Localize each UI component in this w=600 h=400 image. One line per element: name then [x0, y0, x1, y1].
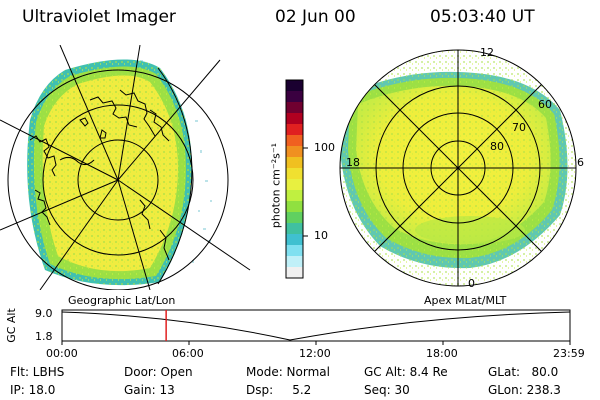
mlt-6-label: 6 — [577, 156, 584, 169]
date-label: 02 Jun 00 — [275, 7, 356, 27]
colorbar-segment — [286, 102, 303, 114]
glat-info: GLat: 80.0 — [488, 365, 559, 379]
alt-ymax-label: 9.0 — [35, 307, 53, 320]
altitude-ticks — [61, 341, 571, 345]
colorbar-label-10: 10 — [314, 229, 328, 242]
colorbar-segment — [286, 234, 303, 246]
dsp-info: Dsp: 5.2 — [246, 383, 312, 397]
lat-60-label: 60 — [538, 98, 552, 111]
colorbar-segment — [286, 245, 303, 257]
app-title: Ultraviolet Imager — [22, 7, 176, 27]
colorbar-segment — [286, 256, 303, 268]
time-label: 05:03:40 UT — [430, 7, 535, 27]
colorbar-segment — [286, 80, 303, 92]
door-info: Door: Open — [124, 365, 193, 379]
colorbar-frame — [285, 79, 304, 279]
gain-info: Gain: 13 — [124, 383, 175, 397]
gcalt-info: GC Alt: 8.4 Re — [364, 365, 448, 379]
lat-80-label: 80 — [490, 140, 504, 153]
x-tick-2: 12:00 — [299, 347, 331, 360]
gc-alt-axis-label: GC Alt — [4, 308, 18, 343]
colorbar-segment — [286, 267, 303, 279]
x-tick-3: 18:00 — [426, 347, 458, 360]
seq-info: Seq: 30 — [364, 383, 410, 397]
mode-info: Mode: Normal — [246, 365, 330, 379]
glon-info: GLon: 238.3 — [488, 383, 561, 397]
altitude-plot — [61, 309, 571, 345]
colorbar-label-100: 100 — [314, 141, 335, 154]
mlt-18-label: 18 — [346, 156, 360, 169]
colorbar-segment — [286, 168, 303, 180]
ip-info: IP: 18.0 — [10, 383, 56, 397]
flt-info: Flt: LBHS — [10, 365, 65, 379]
colorbar-segment — [286, 91, 303, 103]
geo-panel-label: Geographic Lat/Lon — [68, 294, 176, 307]
colorbar — [286, 80, 303, 279]
colorbar-segment — [286, 146, 303, 158]
altitude-plot-frame — [61, 309, 571, 342]
mlt-0-label: 0 — [468, 277, 475, 290]
alt-ymin-label: 1.8 — [35, 330, 53, 343]
geographic-panel — [0, 45, 251, 290]
lat-70-label: 70 — [512, 121, 526, 134]
x-tick-4: 23:59 — [553, 347, 585, 360]
colorbar-segment — [286, 190, 303, 202]
colorbar-segment — [286, 212, 303, 224]
colorbar-segment — [286, 223, 303, 235]
apex-panel — [339, 49, 577, 287]
coastline — [29, 89, 170, 261]
colorbar-segment — [286, 179, 303, 191]
colorbar-segment — [286, 113, 303, 125]
x-tick-0: 00:00 — [46, 347, 78, 360]
colorbar-segment — [286, 157, 303, 169]
colorbar-segment — [286, 135, 303, 147]
colorbar-segment — [286, 201, 303, 213]
colorbar-unit-label: photon cm⁻²s⁻¹ — [269, 142, 283, 229]
altitude-curve — [61, 311, 571, 341]
x-tick-1: 06:00 — [172, 347, 204, 360]
colorbar-segment — [286, 124, 303, 136]
apex-panel-label: Apex MLat/MLT — [424, 294, 507, 307]
mlt-12-label: 12 — [480, 46, 494, 59]
